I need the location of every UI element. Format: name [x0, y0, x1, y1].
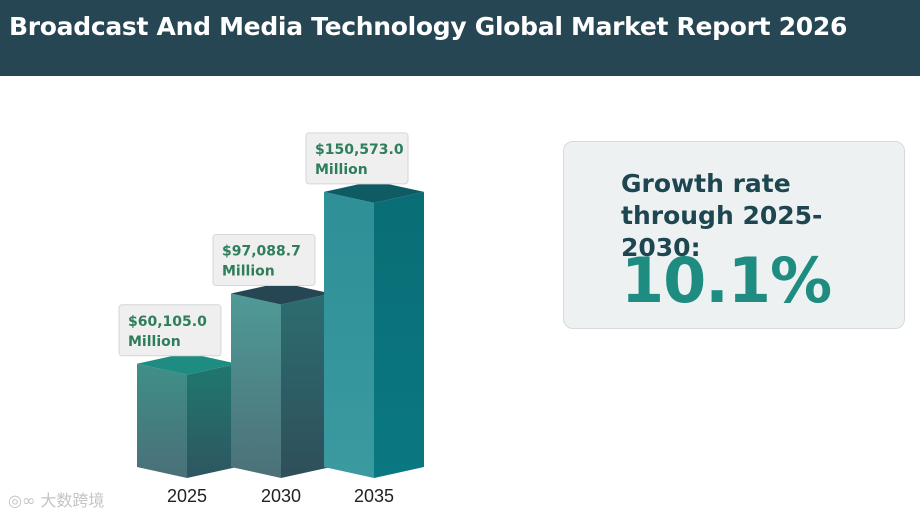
data-label: $97,088.7 Million — [212, 234, 316, 287]
page-title: Broadcast And Media Technology Global Ma… — [9, 12, 848, 41]
data-label-text: Million — [315, 162, 368, 178]
x-tick-label: 2035 — [354, 486, 394, 506]
bar-top-face — [231, 282, 331, 305]
data-label-text: $60,105.0 — [128, 314, 207, 330]
growth-rate-label: Growth rate through 2025-2030: — [621, 169, 823, 262]
bar-top-face — [324, 180, 424, 203]
growth-rate-card: Growth rate through 2025-2030: 10.1% — [563, 141, 905, 329]
data-label-text: Million — [128, 334, 181, 350]
bar-front-face — [137, 363, 187, 478]
bar-side-face — [281, 293, 331, 478]
x-tick-label: 2030 — [261, 486, 301, 506]
x-tick-label: 2025 — [167, 486, 207, 506]
data-label-box — [305, 132, 409, 185]
data-label-text: Million — [222, 264, 275, 280]
watermark-text: 大数跨境 — [40, 491, 105, 510]
header-bar: Broadcast And Media Technology Global Ma… — [0, 0, 920, 76]
bar-chart: $60,105.0Million$97,088.7Million$150,573… — [118, 132, 424, 506]
bar-front-face — [231, 293, 281, 478]
bar-side-face — [374, 191, 424, 478]
watermark-logo-icon: ◎∞ — [8, 491, 41, 510]
bar-side-face — [187, 363, 237, 478]
bar-2030 — [231, 282, 331, 478]
bar-2025 — [137, 352, 237, 478]
bar-front-face — [324, 191, 374, 478]
data-label: $150,573.0 Million — [305, 132, 409, 185]
data-label-box — [212, 234, 316, 287]
watermark: ◎∞ 大数跨境 — [8, 487, 104, 511]
data-label-box — [118, 304, 222, 357]
data-label-text: $97,088.7 — [222, 244, 301, 260]
data-label: $60,105.0 Million — [118, 304, 222, 357]
bar-2035 — [324, 180, 424, 478]
data-label-text: $150,573.0 — [315, 142, 404, 158]
bar-top-face — [137, 352, 237, 375]
growth-rate-value: 10.1% — [621, 244, 832, 317]
